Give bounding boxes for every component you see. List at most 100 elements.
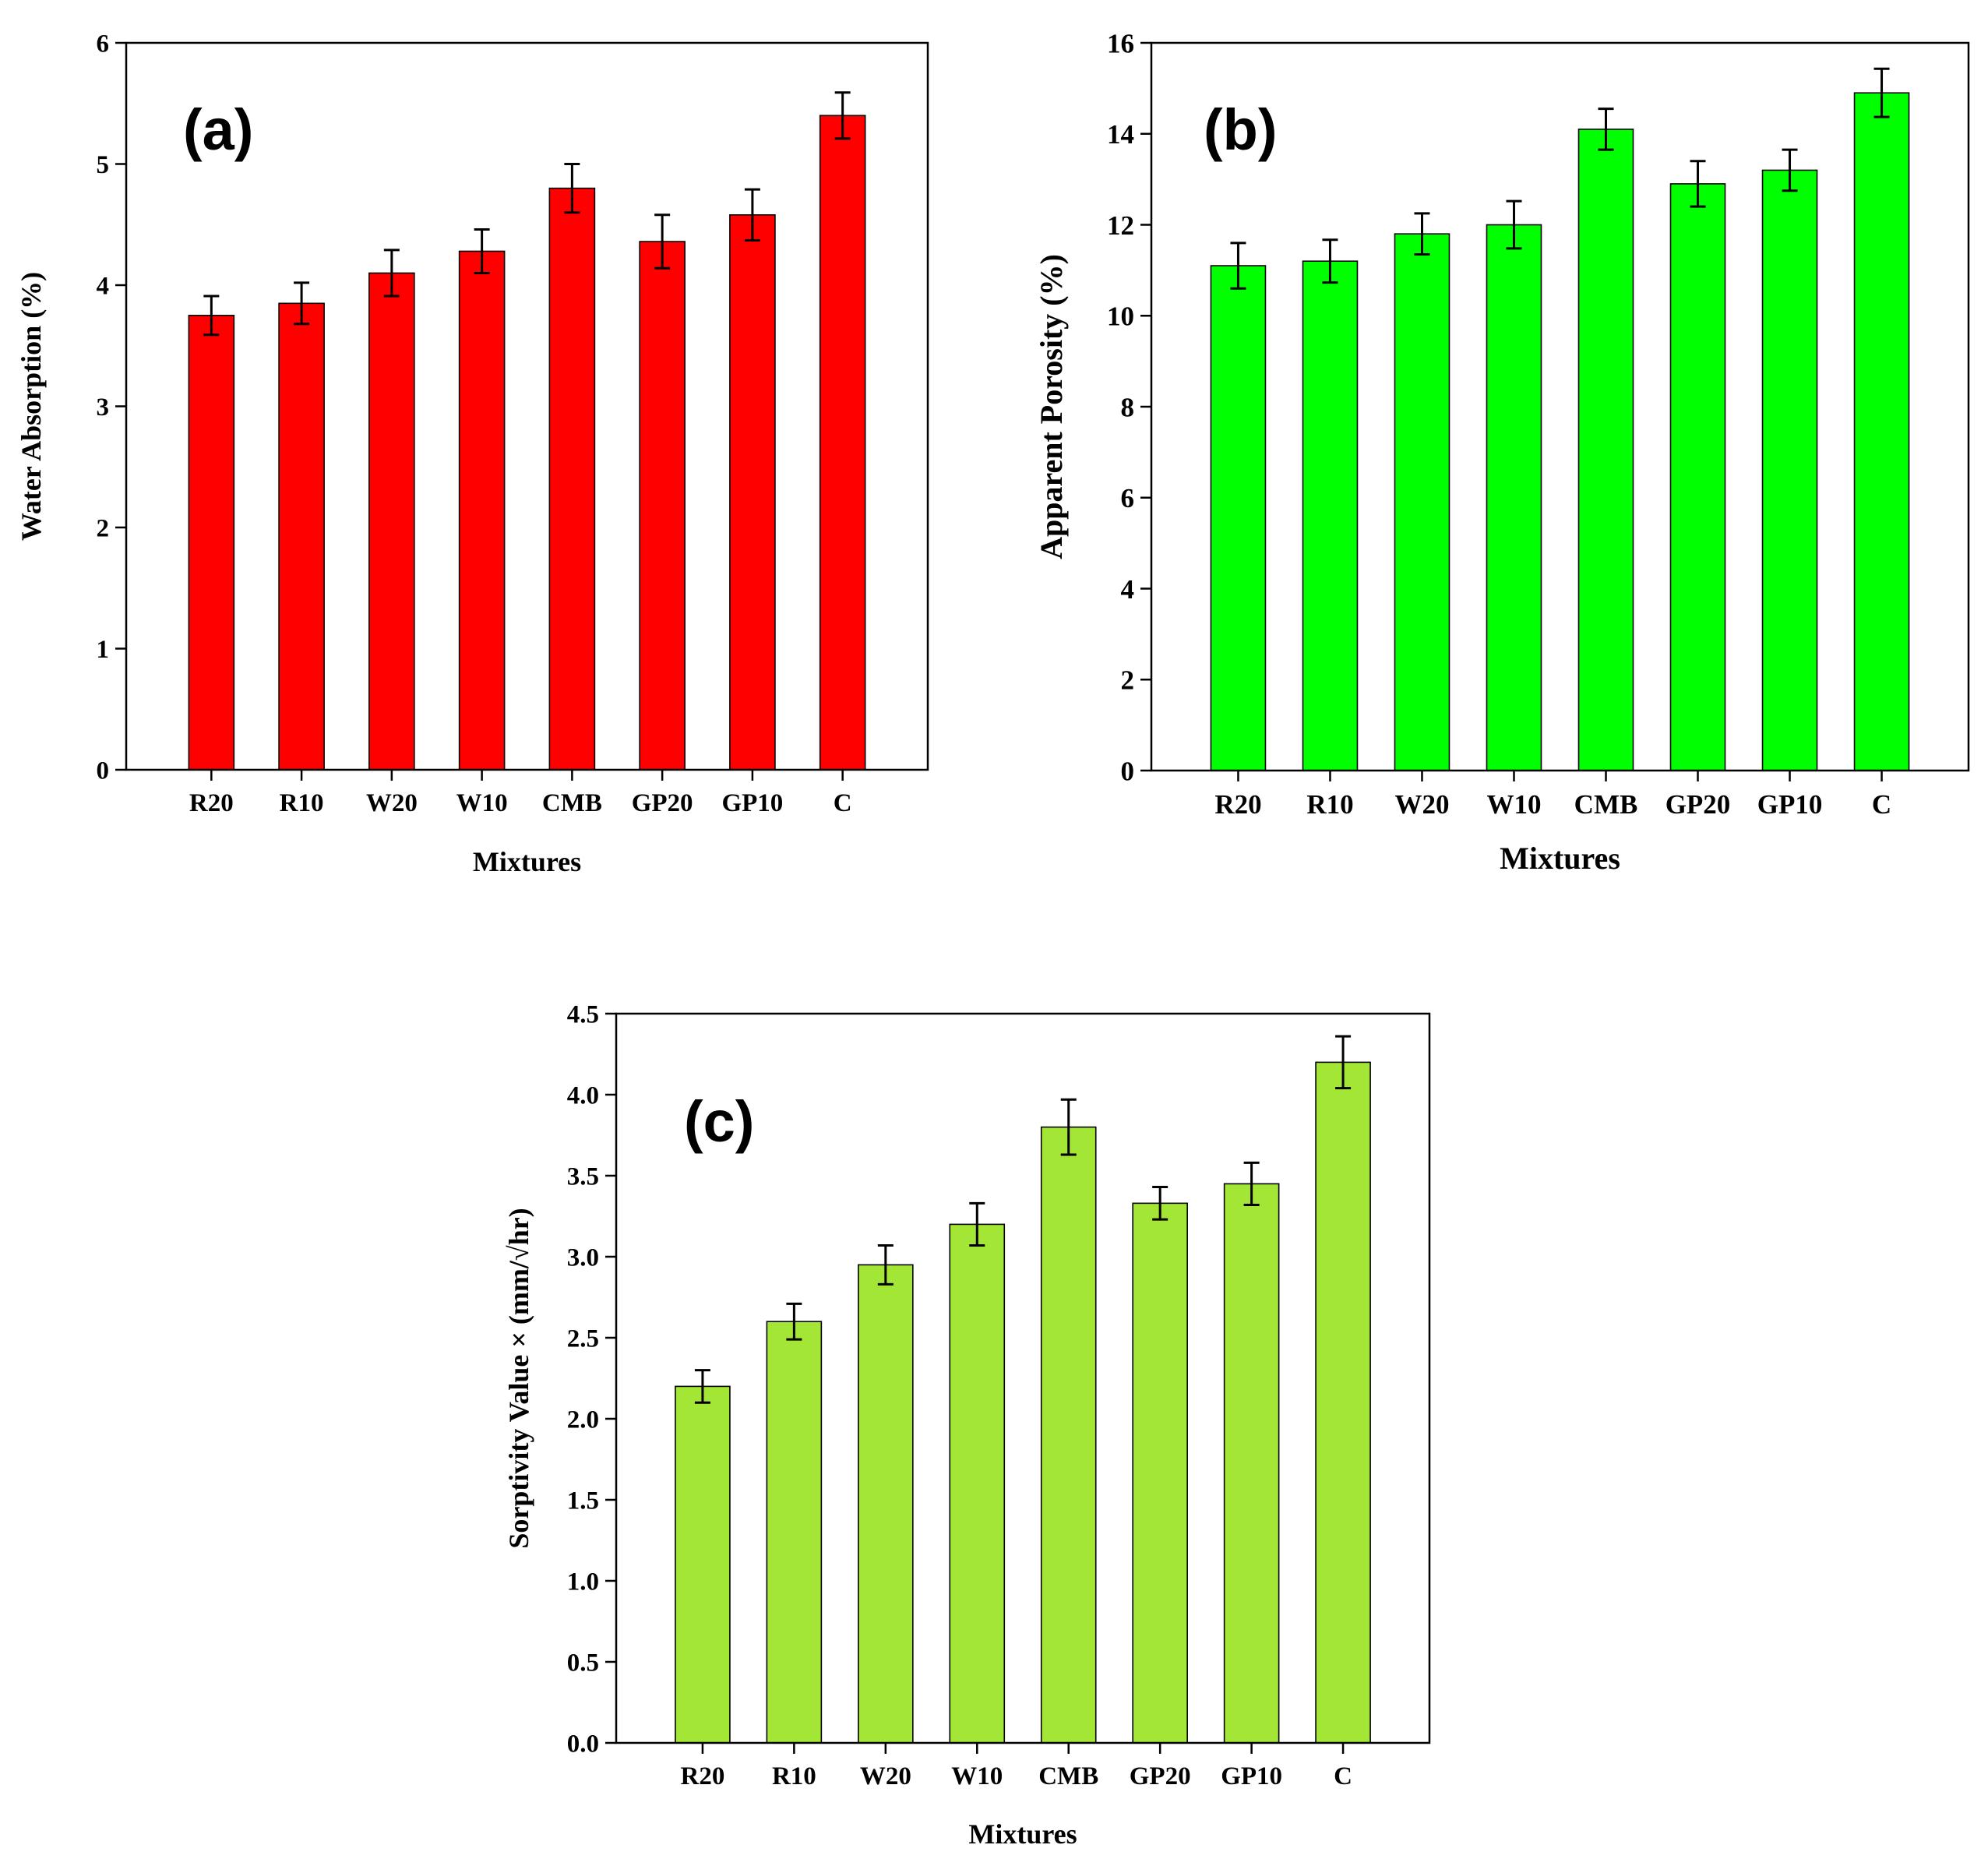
bar-w10 (458, 250, 506, 771)
x-tick-label: W10 (951, 1762, 1003, 1790)
error-bar-w20 (877, 1243, 894, 1286)
error-bar-gp20 (654, 213, 671, 270)
x-tick-label: R20 (1214, 789, 1261, 820)
x-axis-label: Mixtures (1500, 841, 1620, 876)
error-bar-w20 (383, 249, 400, 298)
y-tick-label: 10 (1107, 302, 1134, 332)
y-tick-label: 8 (1121, 392, 1135, 422)
y-tick-label: 3.0 (567, 1244, 599, 1272)
bar-c (1315, 1061, 1371, 1744)
x-tick-label: R10 (772, 1762, 816, 1790)
x-tick-label: CMB (1038, 1762, 1098, 1790)
bar-r10 (1302, 260, 1359, 771)
bar-gp10 (729, 214, 776, 771)
bar-r20 (188, 315, 235, 771)
bar-c (1853, 92, 1910, 771)
error-bar-cmb (564, 163, 580, 214)
x-axis-label: Mixtures (473, 846, 581, 877)
y-axis-label: Water Absorption (%) (16, 272, 47, 541)
error-bar-gp20 (1152, 1186, 1168, 1221)
bar-w10 (949, 1223, 1006, 1744)
error-bar-gp10 (744, 188, 760, 242)
x-tick-label: W20 (366, 789, 418, 817)
y-tick-label: 2 (1121, 665, 1135, 696)
x-axis-label: Mixtures (968, 1818, 1077, 1850)
bar-w10 (1486, 224, 1542, 771)
x-tick-label: W10 (456, 789, 508, 817)
x-tick-label: GP20 (632, 789, 693, 817)
bar-gp10 (1761, 169, 1818, 771)
plot-frame (615, 1012, 1431, 1744)
x-tick-label: R20 (681, 1762, 725, 1790)
bar-cmb (1040, 1126, 1097, 1744)
x-tick-label: CMB (542, 789, 602, 817)
x-tick-label: CMB (1574, 789, 1638, 820)
x-tick-label: C (1872, 789, 1891, 820)
bar-c (819, 115, 866, 771)
bar-r10 (766, 1321, 823, 1744)
bar-cmb (548, 187, 596, 771)
y-tick-label: 3 (97, 393, 110, 422)
y-tick-label: 5 (97, 151, 110, 179)
error-bar-r20 (203, 295, 220, 337)
x-tick-label: GP20 (1665, 789, 1731, 820)
error-bar-gp10 (1782, 148, 1798, 192)
x-tick-label: R10 (1306, 789, 1353, 820)
y-tick-label: 2 (97, 515, 110, 543)
error-bar-r10 (1322, 238, 1338, 284)
y-tick-label: 0.0 (567, 1730, 599, 1758)
y-tick-label: 0.5 (567, 1649, 599, 1677)
y-tick-label: 1.5 (567, 1487, 599, 1515)
x-tick-label: W20 (860, 1762, 911, 1790)
y-tick-label: 0 (97, 757, 110, 785)
x-tick-label: C (834, 789, 852, 817)
panel-tag: (b) (1204, 97, 1278, 162)
bar-w20 (1394, 233, 1450, 771)
bar-w20 (368, 272, 415, 771)
error-bar-c (834, 91, 851, 140)
error-bar-r10 (294, 281, 310, 326)
y-tick-label: 12 (1107, 210, 1134, 241)
x-tick-label: GP10 (721, 789, 783, 817)
y-tick-label: 2.5 (567, 1325, 599, 1353)
x-tick-label: GP20 (1130, 1762, 1191, 1790)
bar-gp20 (639, 241, 686, 771)
chart-panel-a: 0 1 2 3 4 5 6 R20 R10 W20 W10 CMB GP20 GP10 C Mixtures W… (16, 30, 929, 877)
x-tick-label: GP10 (1757, 789, 1823, 820)
bar-w20 (858, 1264, 914, 1744)
y-tick-label: 16 (1107, 28, 1134, 58)
x-tick-label: W10 (1486, 789, 1541, 820)
error-bar-c (1873, 67, 1890, 118)
bar-gp20 (1132, 1202, 1188, 1744)
error-bar-r10 (786, 1302, 802, 1341)
y-axis-label: Apparent Porosity (%) (1034, 254, 1069, 559)
y-tick-label: 6 (97, 30, 110, 58)
error-bar-r20 (694, 1369, 710, 1404)
y-tick-label: 3.5 (567, 1163, 599, 1191)
y-tick-label: 1 (97, 636, 110, 664)
error-bar-cmb (1060, 1098, 1077, 1156)
chart-panel-c: 0.0 0.5 1.0 1.5 2.0 2.5 3.0 3.5 4.0 4.5 R20 R10 W20 W… (503, 1001, 1431, 1850)
bar-r10 (278, 302, 325, 771)
error-bar-w10 (474, 228, 490, 274)
error-bar-w20 (1414, 212, 1430, 256)
error-bar-c (1335, 1035, 1352, 1090)
y-tick-label: 0 (1121, 756, 1135, 786)
bar-gp20 (1669, 183, 1726, 771)
x-tick-label: GP10 (1221, 1762, 1282, 1790)
x-tick-label: R20 (189, 789, 234, 817)
y-axis-label: Sorptivity Value × (mm/√hr) (503, 1208, 534, 1548)
panel-tag: (a) (183, 97, 253, 162)
y-tick-label: 6 (1121, 483, 1135, 513)
error-bar-gp20 (1690, 160, 1706, 208)
x-tick-label: W20 (1394, 789, 1449, 820)
error-bar-cmb (1598, 108, 1614, 151)
y-tick-label: 14 (1107, 119, 1134, 150)
y-tick-label: 4.5 (567, 1001, 599, 1029)
error-bar-gp10 (1243, 1161, 1260, 1206)
x-tick-label: R10 (280, 789, 324, 817)
error-bar-w10 (969, 1201, 985, 1247)
x-tick-label: C (1334, 1762, 1352, 1790)
y-tick-label: 4 (1121, 574, 1135, 605)
